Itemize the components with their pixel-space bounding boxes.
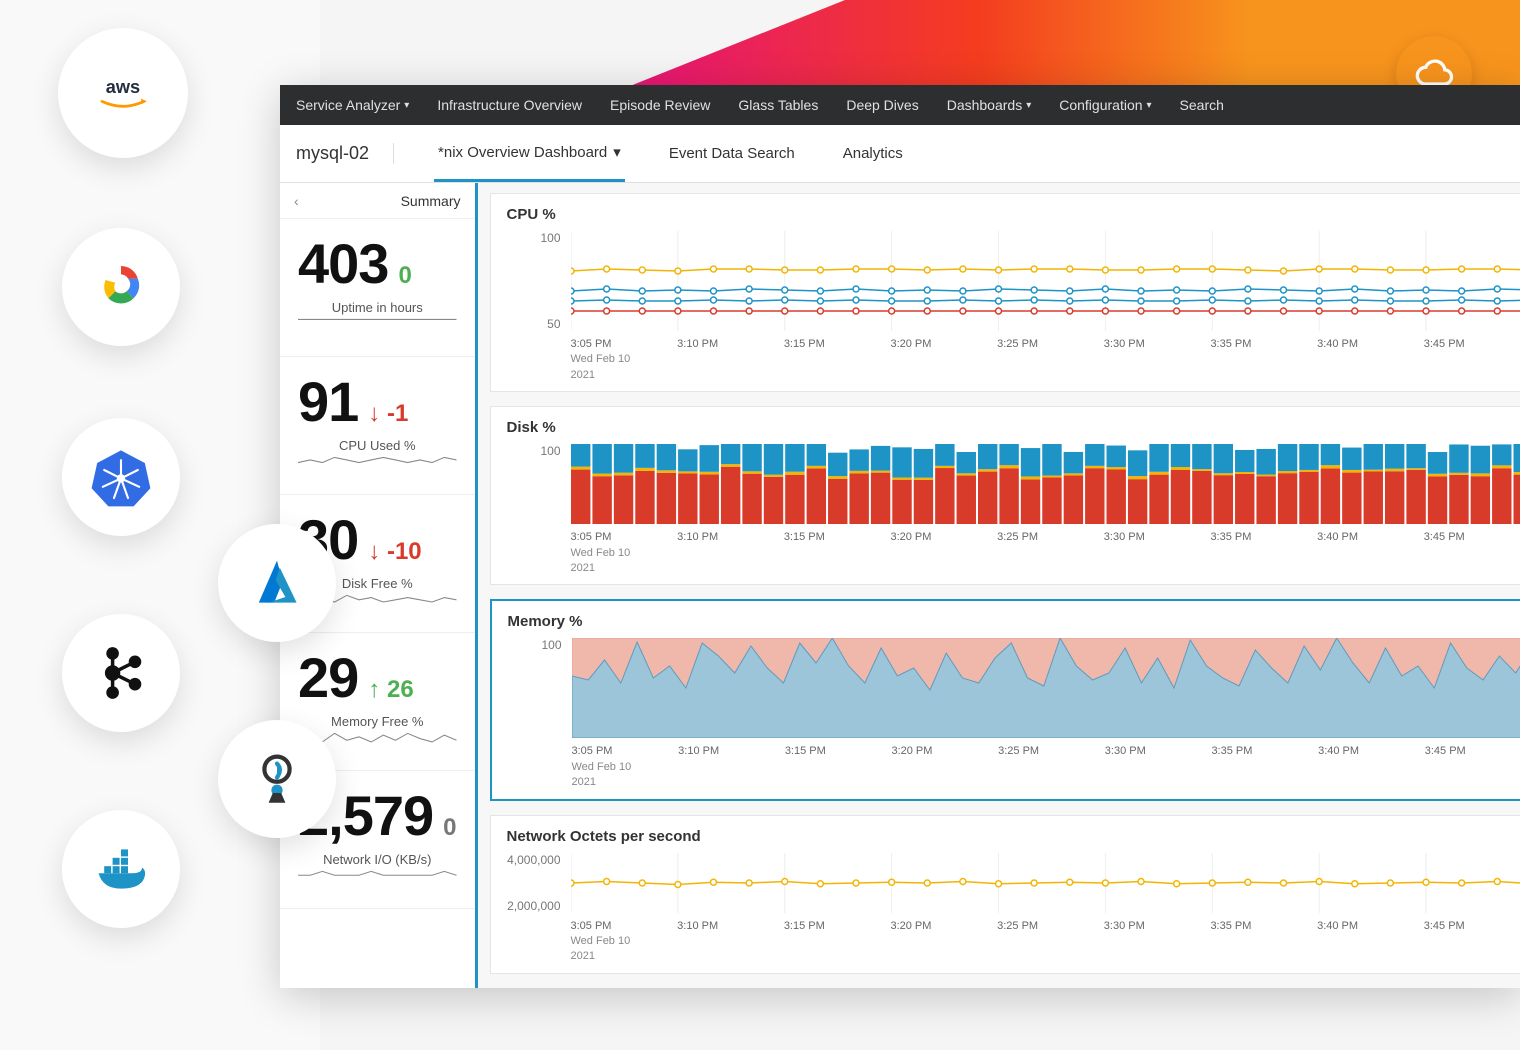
subnav-tab-event-data-search[interactable]: Event Data Search (665, 125, 799, 182)
kubernetes-icon (62, 418, 180, 536)
gcp-icon (62, 228, 180, 346)
chart-panel-cpu-[interactable]: CPU % 100503:05 PMWed Feb 1020213:10 PM3:… (490, 193, 1520, 392)
chart-panel-memory-[interactable]: Memory % 1003:05 PMWed Feb 1020213:10 PM3… (490, 599, 1520, 800)
stat-delta: 0 (443, 814, 456, 842)
host-name: mysql-02 (296, 143, 394, 164)
azure-icon (218, 524, 336, 642)
kafka-icon (62, 614, 180, 732)
plot-area (571, 444, 1520, 524)
caret-down-icon: ▾ (404, 100, 409, 111)
nav-item-glass-tables[interactable]: Glass Tables (738, 97, 818, 113)
chart-title: Disk % (507, 419, 1520, 436)
x-axis: 3:05 PMWed Feb 1020213:10 PM3:15 PM3:20 … (571, 530, 1520, 576)
stat-label: Network I/O (KB/s) (298, 852, 457, 867)
nav-item-search[interactable]: Search (1180, 97, 1224, 113)
svg-text:aws: aws (106, 77, 140, 97)
subnav-tab-analytics[interactable]: Analytics (839, 125, 907, 182)
x-axis: 3:05 PMWed Feb 1020213:10 PM3:15 PM3:20 … (572, 744, 1520, 790)
summary-heading: Summary (401, 193, 461, 209)
chart-title: Network Octets per second (507, 828, 1520, 845)
stat-delta: ↓ -1 (368, 400, 408, 428)
sub-nav: mysql-02 *nix Overview Dashboard ▾ Event … (280, 125, 1520, 183)
stat-value: 91 (298, 369, 358, 434)
y-axis: 10050 (507, 231, 561, 331)
stat-delta: ↓ -10 (368, 538, 421, 566)
nav-item-configuration[interactable]: Configuration▾ (1059, 97, 1151, 113)
docker-icon (62, 810, 180, 928)
stat-label: Uptime in hours (298, 300, 457, 315)
chart-title: CPU % (507, 206, 1520, 223)
stat-label: Memory Free % (298, 714, 457, 729)
chart-title: Memory % (508, 613, 1520, 630)
stat-value: 29 (298, 645, 358, 710)
sparkline (298, 315, 457, 337)
sparkline (298, 867, 457, 889)
nav-item-infrastructure-overview[interactable]: Infrastructure Overview (437, 97, 582, 113)
back-arrow-icon[interactable]: ‹ (294, 193, 299, 209)
charts-column: CPU %100503:05 PMWed Feb 1020213:10 PM3:… (478, 183, 1520, 988)
caret-down-icon: ▾ (1147, 100, 1152, 111)
y-axis: 4,000,0002,000,000 (507, 853, 561, 913)
x-axis: 3:05 PMWed Feb 1020213:10 PM3:15 PM3:20 … (571, 337, 1520, 383)
plot-area (571, 853, 1520, 913)
stat-delta: ↑ 26 (368, 676, 413, 704)
stat-label: CPU Used % (298, 438, 457, 453)
nav-item-dashboards[interactable]: Dashboards▾ (947, 97, 1032, 113)
sparkline (298, 453, 457, 475)
chart-panel-disk-[interactable]: Disk % 1003:05 PMWed Feb 1020213:10 PM3:1… (490, 406, 1520, 585)
y-axis: 100 (508, 638, 562, 738)
stat-delta: 0 (398, 262, 411, 290)
caret-down-icon: ▾ (1026, 100, 1031, 111)
nav-item-deep-dives[interactable]: Deep Dives (846, 97, 918, 113)
stat-value: 403 (298, 231, 388, 296)
plot-area (571, 231, 1520, 331)
dashboard-window: Service Analyzer▾ Infrastructure Overview… (280, 85, 1520, 988)
stat-block-cpu-used-[interactable]: 91 ↓ -1 CPU Used % (280, 357, 475, 495)
chart-panel-network-octets-per-second[interactable]: Network Octets per second 4,000,0002,000,… (490, 815, 1520, 974)
nav-item-service-analyzer[interactable]: Service Analyzer▾ (296, 97, 409, 113)
nav-item-episode-review[interactable]: Episode Review (610, 97, 710, 113)
pipeline-icon (218, 720, 336, 838)
aws-icon: aws (58, 28, 188, 158)
caret-down-icon: ▾ (613, 143, 621, 161)
x-axis: 3:05 PMWed Feb 1020213:10 PM3:15 PM3:20 … (571, 919, 1520, 965)
stat-block-uptime-in-hours[interactable]: 403 0 Uptime in hours (280, 219, 475, 357)
subnav-tab--nix-overview-dashboard[interactable]: *nix Overview Dashboard ▾ (434, 125, 625, 182)
gradient-banner (620, 0, 1520, 90)
plot-area (572, 638, 1520, 738)
y-axis: 100 (507, 444, 561, 524)
top-nav: Service Analyzer▾ Infrastructure Overview… (280, 85, 1520, 125)
